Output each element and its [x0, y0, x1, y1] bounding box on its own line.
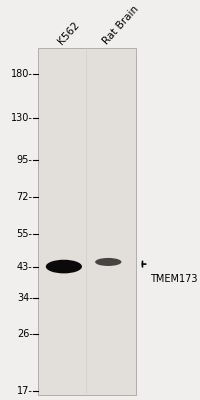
Bar: [38, 48, 136, 395]
Text: 26-: 26-: [17, 329, 33, 339]
Text: 180-: 180-: [11, 69, 33, 79]
Text: 55-: 55-: [17, 228, 33, 238]
Text: 34-: 34-: [17, 293, 33, 303]
Ellipse shape: [95, 258, 121, 266]
Text: 72-: 72-: [17, 192, 33, 202]
Text: Rat Brain: Rat Brain: [101, 4, 140, 46]
Text: K562: K562: [56, 20, 82, 46]
Text: 43-: 43-: [17, 262, 33, 272]
Text: 17-: 17-: [17, 386, 33, 396]
Text: TMEM173: TMEM173: [150, 274, 198, 284]
Ellipse shape: [46, 260, 82, 273]
Text: 95-: 95-: [17, 155, 33, 165]
Text: 130-: 130-: [11, 113, 33, 123]
